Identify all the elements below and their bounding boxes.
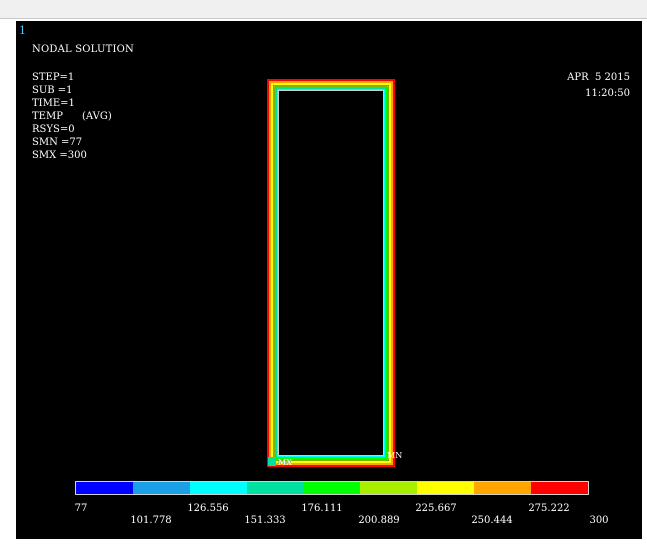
- legend-label: 250.444: [471, 515, 513, 526]
- contour-band-yellow: [271, 83, 391, 463]
- graphics-window[interactable]: 1 NODAL SOLUTION STEP=1 SUB =1 TIME=1 TE…: [16, 21, 642, 539]
- min-marker: MN: [387, 451, 403, 460]
- contour-band-green: [275, 87, 387, 459]
- contour-band-lime: [273, 85, 389, 461]
- min-region: [268, 457, 276, 466]
- legend-label: 126.556: [187, 503, 229, 514]
- legend-swatch-4: [246, 482, 304, 494]
- info-rsys: RSYS=0: [32, 124, 75, 135]
- legend-swatch-9: [531, 482, 589, 494]
- legend-swatch-6: [360, 482, 418, 494]
- info-temp: TEMP (AVG): [32, 111, 112, 122]
- contour-band-teal: [276, 88, 386, 458]
- plot-title: NODAL SOLUTION: [32, 44, 134, 55]
- model-contour[interactable]: [16, 21, 642, 539]
- inner-boundary: [278, 90, 384, 456]
- legend-label: 151.333: [244, 515, 286, 526]
- legend-swatch-2: [132, 482, 190, 494]
- legend-swatch-5: [303, 482, 361, 494]
- legend-swatch-8: [474, 482, 532, 494]
- legend-swatch-3: [189, 482, 247, 494]
- legend-label: 101.778: [130, 515, 172, 526]
- legend-label: 225.667: [415, 503, 457, 514]
- color-legend-bar: [75, 481, 589, 495]
- contour-band-cyan: [277, 89, 385, 457]
- legend-label: 77: [74, 503, 88, 514]
- window-number: 1: [19, 24, 26, 37]
- contour-band-orange: [269, 81, 393, 465]
- legend-label: 275.222: [528, 503, 570, 514]
- legend-label: 300: [589, 515, 609, 526]
- max-marker: MX: [278, 458, 292, 467]
- legend-label: 176.111: [301, 503, 343, 514]
- legend-swatch-1: [76, 482, 133, 494]
- info-smx: SMX =300: [32, 150, 87, 161]
- info-step: STEP=1: [32, 72, 75, 83]
- plot-time: 11:20:50: [585, 88, 630, 99]
- info-time: TIME=1: [32, 98, 75, 109]
- legend-swatch-7: [417, 482, 475, 494]
- info-smn: SMN =77: [32, 137, 83, 148]
- plot-date: APR 5 2015: [567, 72, 630, 83]
- info-sub: SUB =1: [32, 85, 73, 96]
- contour-band-red: [267, 79, 395, 467]
- toolbar-strip: [0, 0, 647, 19]
- legend-label: 200.889: [358, 515, 400, 526]
